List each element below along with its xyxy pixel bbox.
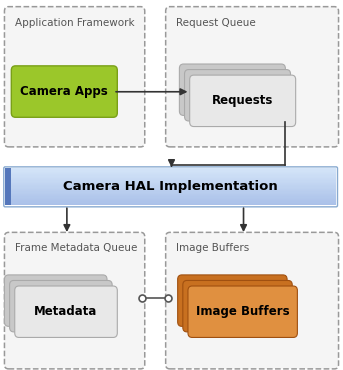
FancyBboxPatch shape: [4, 275, 107, 326]
FancyBboxPatch shape: [166, 7, 339, 147]
Bar: [5, 169, 336, 171]
Bar: [5, 184, 336, 186]
Text: Frame Metadata Queue: Frame Metadata Queue: [15, 243, 137, 253]
FancyBboxPatch shape: [190, 75, 296, 127]
Bar: [5, 202, 336, 204]
Bar: [5, 173, 336, 175]
Text: Camera HAL Implementation: Camera HAL Implementation: [63, 180, 278, 194]
Bar: [5, 175, 336, 177]
FancyBboxPatch shape: [11, 66, 117, 117]
Text: Metadata: Metadata: [34, 305, 98, 318]
Bar: [5, 193, 336, 194]
Bar: [5, 185, 336, 187]
Bar: [5, 176, 336, 178]
Bar: [5, 194, 336, 195]
FancyBboxPatch shape: [183, 280, 292, 332]
Bar: [5, 191, 336, 193]
Bar: [5, 188, 336, 189]
FancyBboxPatch shape: [4, 7, 145, 147]
Bar: [5, 179, 336, 181]
Bar: [5, 168, 11, 205]
Text: Application Framework: Application Framework: [15, 18, 134, 28]
Text: Camera Apps: Camera Apps: [21, 85, 108, 98]
FancyBboxPatch shape: [178, 275, 287, 326]
FancyBboxPatch shape: [166, 232, 339, 369]
FancyBboxPatch shape: [185, 70, 291, 121]
Bar: [5, 183, 336, 184]
Bar: [5, 172, 336, 173]
FancyBboxPatch shape: [15, 286, 117, 337]
Bar: [5, 204, 336, 205]
Bar: [5, 198, 336, 199]
Text: Requests: Requests: [212, 94, 273, 107]
FancyBboxPatch shape: [10, 280, 112, 332]
FancyBboxPatch shape: [188, 286, 297, 337]
Bar: [5, 190, 336, 192]
Bar: [5, 182, 336, 183]
Bar: [5, 186, 336, 188]
Bar: [5, 199, 336, 201]
Bar: [5, 168, 336, 169]
Bar: [5, 189, 336, 191]
FancyBboxPatch shape: [4, 232, 145, 369]
Bar: [5, 196, 336, 198]
Bar: [5, 178, 336, 179]
Bar: [5, 180, 336, 182]
Bar: [5, 200, 336, 202]
Bar: [5, 201, 336, 203]
FancyBboxPatch shape: [179, 64, 285, 115]
Bar: [5, 171, 336, 172]
Text: Image Buffers: Image Buffers: [196, 305, 289, 318]
Text: Request Queue: Request Queue: [176, 18, 256, 28]
Text: Image Buffers: Image Buffers: [176, 243, 249, 253]
Bar: [5, 174, 336, 176]
Bar: [5, 195, 336, 197]
